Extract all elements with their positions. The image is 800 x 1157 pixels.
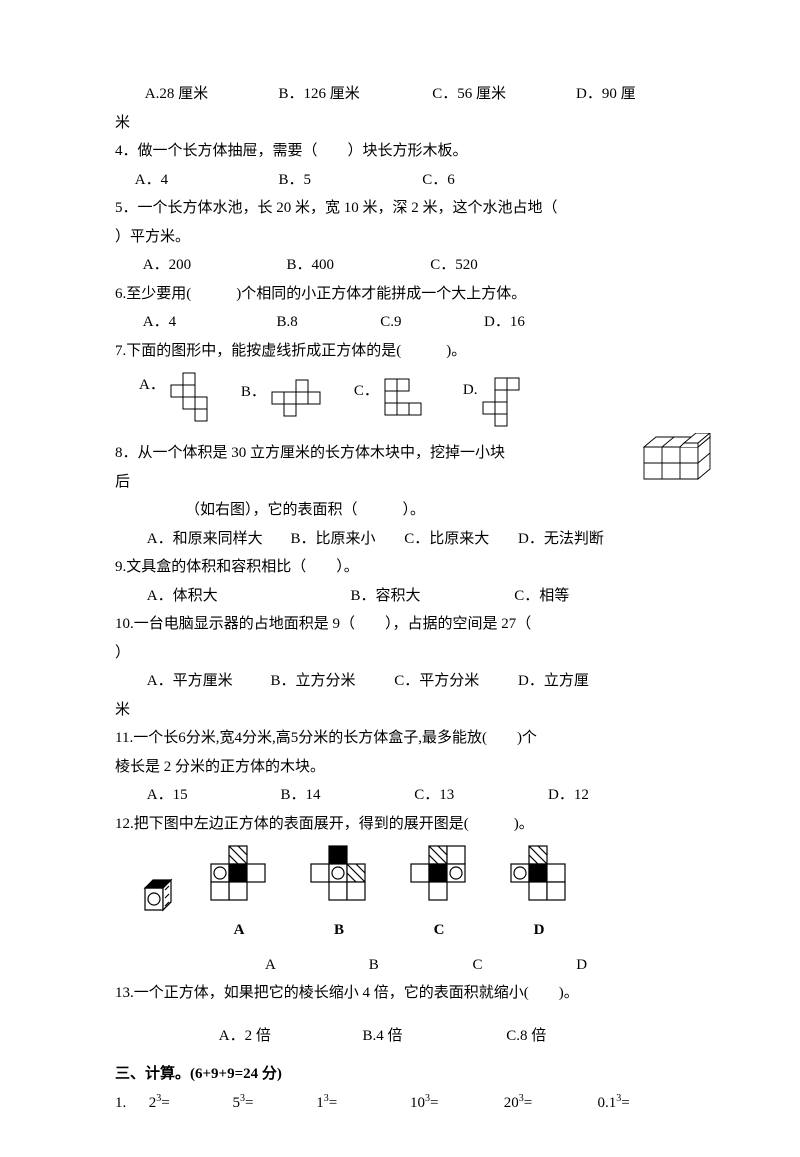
q8-opt-b: B．比原来小 xyxy=(291,525,401,554)
q5-opt-c: C．520 xyxy=(430,251,478,280)
q3-options: A.28 厘米 B．126 厘米 C．56 厘米 D．90 厘 xyxy=(115,80,690,109)
q8-options: A．和原来同样大 B．比原来小 C．比原来大 D．无法判断 xyxy=(115,525,690,554)
q9-options: A．体积大 B．容积大 C．相等 xyxy=(115,582,690,611)
q7-net-d xyxy=(481,376,533,428)
q11-opt-b: B．14 xyxy=(281,781,411,810)
q6-text: 6.至少要用( )个相同的小正方体才能拼成一个大上方体。 xyxy=(115,280,690,309)
q6-opt-d: D．16 xyxy=(484,308,525,337)
q3-opt-c: C．56 厘米 xyxy=(432,80,572,109)
q10-opt-d: D．立方厘 xyxy=(518,667,589,696)
q5-text1: 5．一个长方体水池，长 20 米，宽 10 米，深 2 米，这个水池占地（ xyxy=(115,194,690,223)
calc-1: 23= xyxy=(149,1089,229,1118)
section3-calc: 1. 23= 53= 13= 103= 203= 0.13= xyxy=(115,1089,690,1118)
q10-opt-c: C．平方分米 xyxy=(394,667,514,696)
q12-labels: A B C D xyxy=(115,951,690,980)
q8-text1: 8．从一个体积是 30 立方厘米的长方体木块中，挖掉一小块 xyxy=(115,439,690,468)
q4-opt-a: A．4 xyxy=(135,166,275,195)
q12-label-b-img: B xyxy=(299,916,379,945)
q6-options: A．4 B.8 C.9 D．16 xyxy=(115,308,690,337)
q11-text1: 11.一个长6分米,宽4分米,高5分米的长方体盒子,最多能放( )个 xyxy=(115,724,690,753)
q12-label-d-img: D xyxy=(499,916,579,945)
q5-opt-b: B．400 xyxy=(287,251,427,280)
q3-opt-b: B．126 厘米 xyxy=(279,80,429,109)
q11-text2: 棱长是 2 分米的正方体的木块。 xyxy=(115,753,690,782)
calc-label: 1. xyxy=(115,1089,145,1118)
q3-opt-a: A.28 厘米 xyxy=(145,80,275,109)
q5-text2: ）平方米。 xyxy=(115,223,690,252)
q13-opt-a: A．2 倍 xyxy=(219,1022,359,1051)
q12-net-c xyxy=(399,844,479,916)
q8-text2: 后 xyxy=(115,468,690,497)
q4-opt-b: B．5 xyxy=(279,166,419,195)
q4-text: 4．做一个长方体抽屉，需要（ ）块长方形木板。 xyxy=(115,137,690,166)
q6-opt-b: B.8 xyxy=(277,308,377,337)
calc-2: 53= xyxy=(233,1089,313,1118)
q12-net-b xyxy=(299,844,379,916)
q11-opt-c: C．13 xyxy=(414,781,544,810)
q13-options: A．2 倍 B.4 倍 C.8 倍 xyxy=(115,1022,690,1051)
q12-label-b: B xyxy=(369,951,469,980)
q3-opt-d: D．90 厘 xyxy=(576,80,636,109)
q12-label-a-img: A xyxy=(199,916,279,945)
q9-text: 9.文具盒的体积和容积相比（ ）。 xyxy=(115,553,690,582)
q10-opt-b: B．立方分米 xyxy=(271,667,391,696)
q13-text: 13.一个正方体，如果把它的棱长缩小 4 倍，它的表面积就缩小( )。 xyxy=(115,979,690,1008)
q10-text2: ） xyxy=(115,639,690,668)
q8-cuboid-icon xyxy=(640,433,720,483)
q10-opt-a: A．平方厘米 xyxy=(147,667,267,696)
q5-opt-a: A．200 xyxy=(143,251,283,280)
q12-label-d: D xyxy=(576,951,587,980)
q12-net-d xyxy=(499,844,579,916)
q7-opt-d: D. xyxy=(463,376,478,405)
q7-text: 7.下面的图形中，能按虚线折成正方体的是( )。 xyxy=(115,337,690,366)
q6-opt-c: C.9 xyxy=(380,308,480,337)
q7-net-a xyxy=(169,371,221,433)
section3-title: 三、计算。(6+9+9=24 分) xyxy=(115,1060,690,1089)
q12-cube-icon xyxy=(139,874,179,914)
q11-opt-a: A．15 xyxy=(147,781,277,810)
worksheet-page: A.28 厘米 B．126 厘米 C．56 厘米 D．90 厘 米 4．做一个长… xyxy=(0,0,800,1157)
q7-net-c xyxy=(383,377,443,427)
q6-opt-a: A．4 xyxy=(143,308,273,337)
q8-wrap: 8．从一个体积是 30 立方厘米的长方体木块中，挖掉一小块 xyxy=(115,439,690,468)
q7-opt-c: C． xyxy=(354,377,379,406)
q7-opt-a: A． xyxy=(139,371,165,400)
q8-opt-a: A．和原来同样大 xyxy=(147,525,287,554)
q12-label-a: A xyxy=(265,951,365,980)
calc-5: 203= xyxy=(504,1089,594,1118)
q8-text3: （如右图），它的表面积（ ）。 xyxy=(115,496,690,525)
calc-6: 0.13= xyxy=(598,1089,630,1118)
q12-label-c-img: C xyxy=(399,916,479,945)
q12-label-c: C xyxy=(473,951,573,980)
q4-opt-c: C．6 xyxy=(422,166,455,195)
q11-options: A．15 B．14 C．13 D．12 xyxy=(115,781,690,810)
q4-options: A．4 B．5 C．6 xyxy=(115,166,690,195)
q13-opt-c: C.8 倍 xyxy=(506,1022,546,1051)
q9-opt-a: A．体积大 xyxy=(147,582,347,611)
q7-opt-b: B． xyxy=(241,378,266,407)
q8-figure xyxy=(640,433,720,483)
q5-options: A．200 B．400 C．520 xyxy=(115,251,690,280)
q3-cont: 米 xyxy=(115,109,690,138)
q8-opt-d: D．无法判断 xyxy=(518,525,604,554)
calc-4: 103= xyxy=(410,1089,500,1118)
q7-figures: A． B． xyxy=(139,371,690,433)
q11-opt-d: D．12 xyxy=(548,781,589,810)
q10-text1: 10.一台电脑显示器的占地面积是 9（ ），占据的空间是 27（ xyxy=(115,610,690,639)
q7-net-b xyxy=(270,378,334,426)
calc-3: 13= xyxy=(316,1089,406,1118)
q10-cont: 米 xyxy=(115,696,690,725)
q12-text: 12.把下图中左边正方体的表面展开，得到的展开图是( )。 xyxy=(115,810,690,839)
q8-opt-c: C．比原来大 xyxy=(404,525,514,554)
q9-opt-b: B．容积大 xyxy=(351,582,511,611)
q9-opt-c: C．相等 xyxy=(514,582,569,611)
q10-options: A．平方厘米 B．立方分米 C．平方分米 D．立方厘 xyxy=(115,667,690,696)
q13-opt-b: B.4 倍 xyxy=(363,1022,503,1051)
q12-figures: A B xyxy=(139,844,690,945)
q12-net-a xyxy=(199,844,279,916)
